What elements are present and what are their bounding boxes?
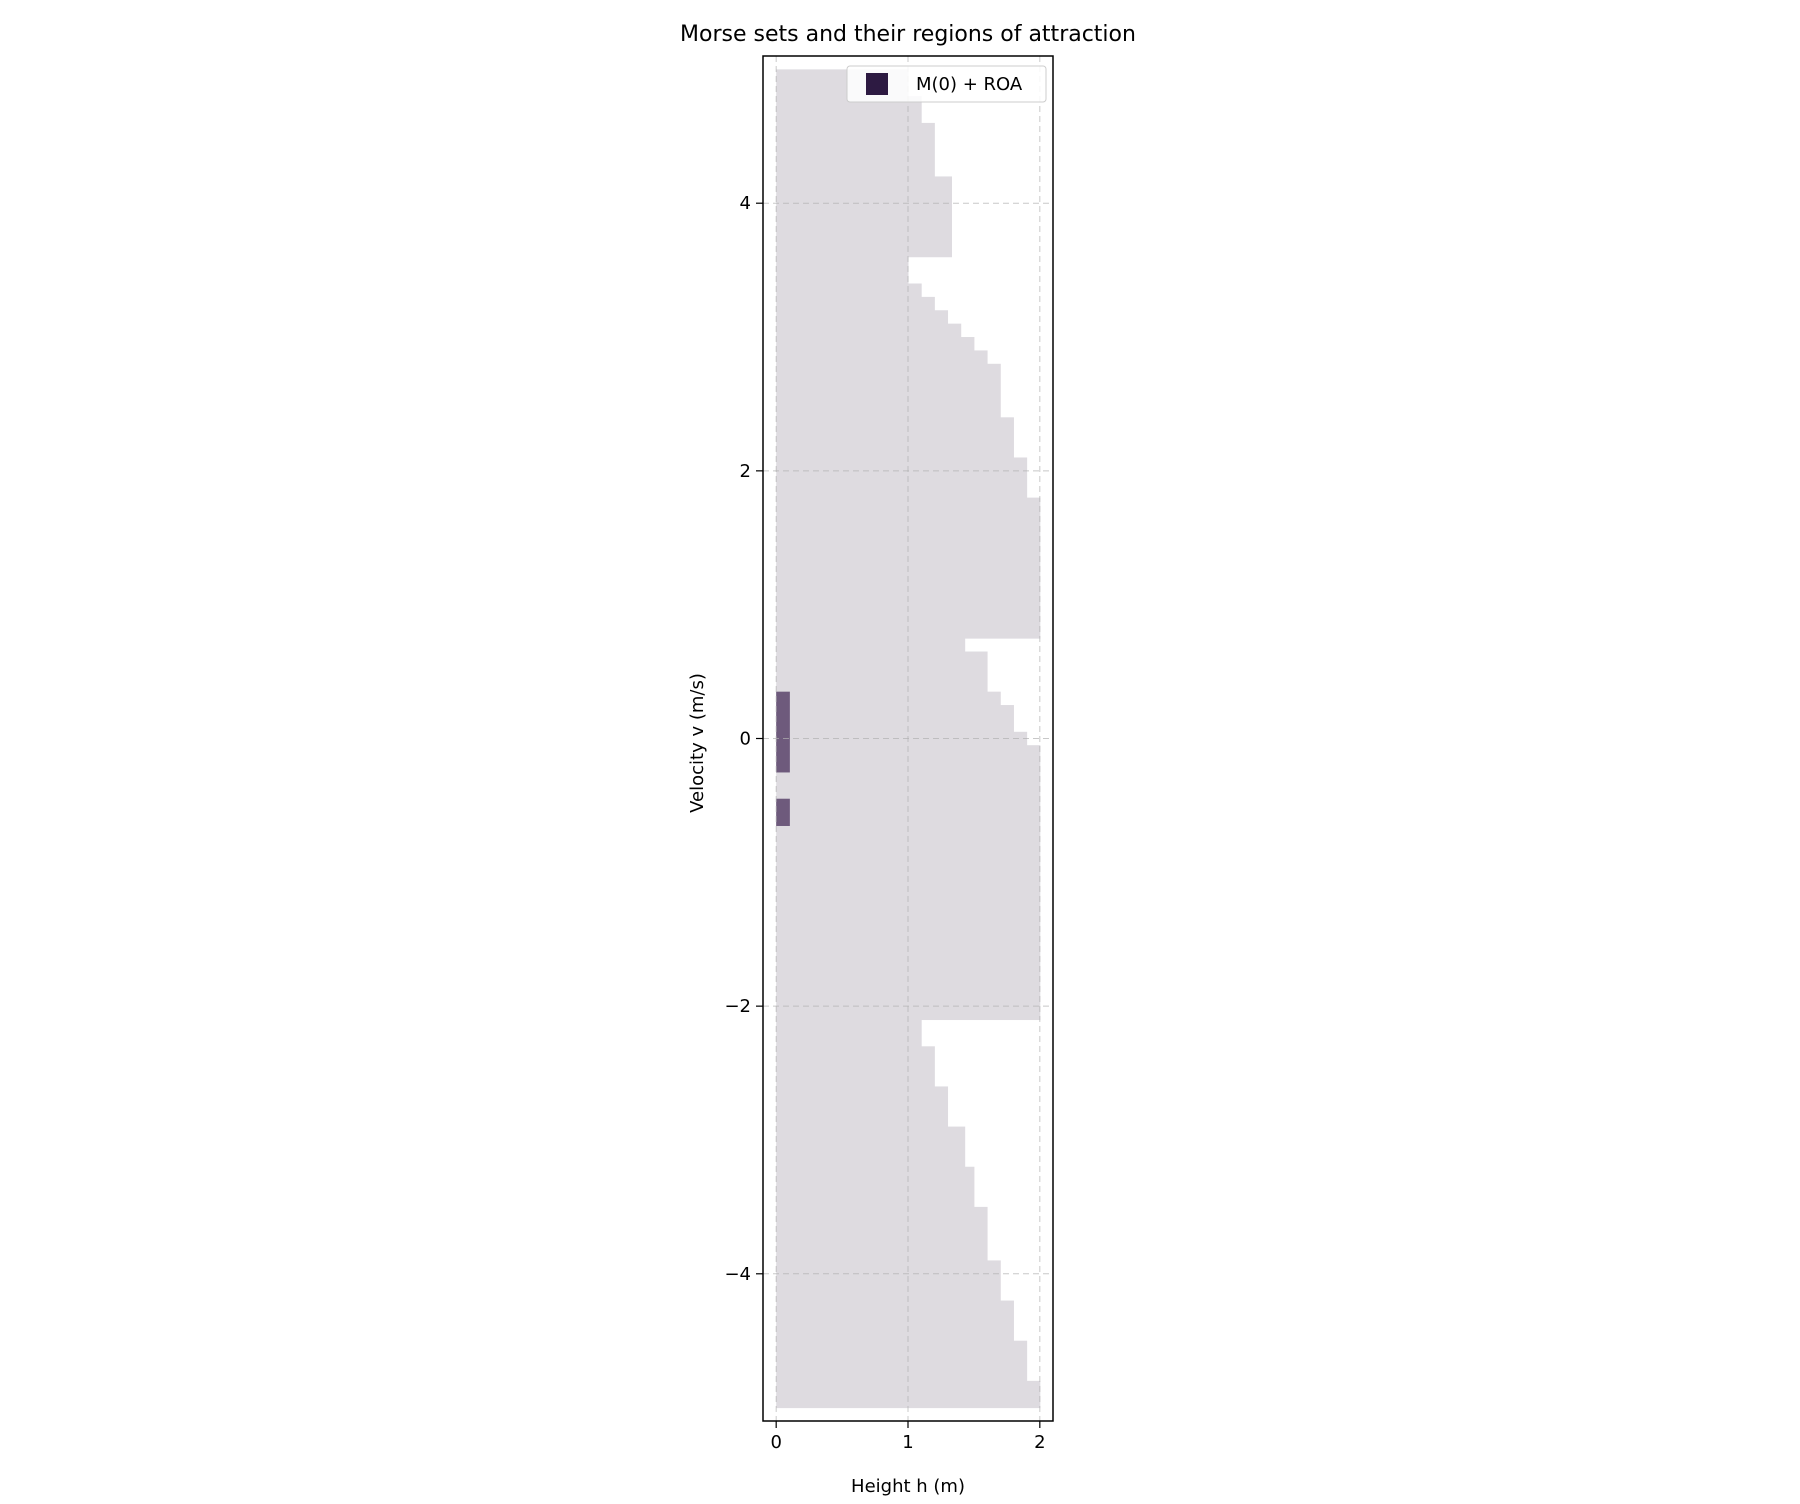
roa-cell (776, 337, 975, 351)
roa-cell (776, 1046, 935, 1087)
roa-cell (776, 122, 935, 177)
roa-cell (776, 350, 988, 365)
roa-cell (776, 731, 1028, 746)
x-tick-label: 1 (902, 1432, 913, 1453)
roa-cell (776, 363, 1001, 418)
morse-set-cell (776, 798, 790, 826)
roa-cell (776, 705, 1014, 733)
legend: M(0) + ROA (846, 65, 1047, 103)
roa-cell (776, 323, 962, 338)
legend-swatch (866, 73, 888, 95)
y-tick-label: 2 (740, 461, 751, 482)
roa-cell (776, 417, 1014, 458)
grid-layer (763, 56, 1053, 1421)
y-tick-label: 4 (740, 193, 751, 214)
roa-cell (776, 176, 952, 258)
roa-cell (776, 1126, 966, 1168)
x-axis-label: Height h (m) (851, 1476, 965, 1497)
roa-cell (776, 283, 922, 298)
roa-cell (776, 691, 1001, 706)
roa-cell (776, 296, 935, 311)
roa-cell (776, 1166, 975, 1208)
x-tick-label: 2 (1034, 1432, 1045, 1453)
roa-cell (776, 1019, 922, 1047)
roa-cell (776, 457, 1028, 499)
roa-cell (776, 1300, 1014, 1342)
y-tick-label: −2 (724, 996, 751, 1017)
morse-set-cell (776, 691, 790, 773)
roa-cell (776, 1206, 988, 1261)
y-tick-label: −4 (724, 1264, 751, 1285)
roa-cell (776, 256, 909, 284)
roa-cell (776, 1340, 1028, 1382)
roa-cell (776, 310, 949, 325)
x-tick-label: 0 (770, 1432, 781, 1453)
roa-cell (776, 1086, 949, 1128)
regions-layer (776, 69, 1041, 1409)
roa-cell (776, 1380, 1041, 1409)
roa-cell (776, 1260, 1001, 1302)
legend-label: M(0) + ROA (916, 74, 1023, 95)
chart-title: Morse sets and their regions of attracti… (680, 22, 1136, 47)
y-axis-label: Velocity v (m/s) (687, 673, 708, 813)
roa-cell (776, 651, 988, 693)
roa-cell (776, 638, 966, 653)
y-tick-label: 0 (740, 729, 751, 750)
legend-frame (846, 65, 1047, 103)
axes-layer: 0 1 2 −4 −2 0 2 4 (724, 55, 1054, 1453)
